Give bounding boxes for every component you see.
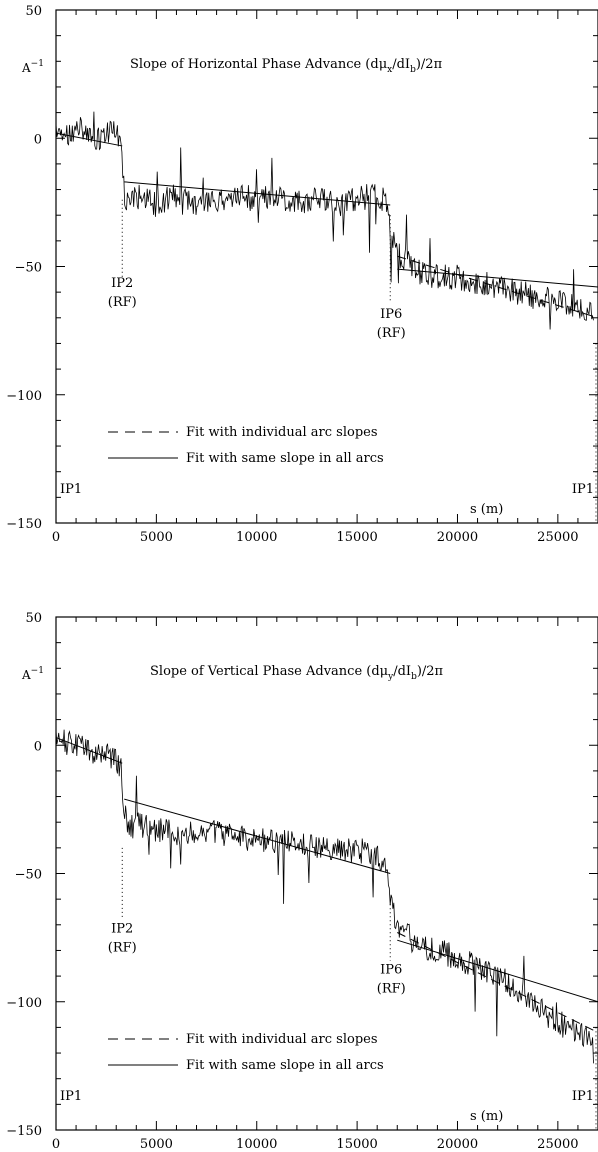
ip1-left-label: IP1 — [60, 1089, 82, 1104]
y-tick-label: 0 — [34, 132, 42, 147]
y-tick-label: −150 — [6, 517, 42, 532]
y-tick-label: −150 — [6, 1124, 42, 1139]
chart-title: Slope of Vertical Phase Advance (dμy/dIb… — [150, 664, 444, 682]
x-tick-label: 20000 — [437, 530, 478, 545]
x-tick-label: 0 — [52, 530, 60, 545]
ip1-right-label: IP1 — [572, 1089, 594, 1104]
legend-label: Fit with individual arc slopes — [186, 1032, 378, 1047]
fit-individual-slope-line — [397, 255, 598, 319]
legend: Fit with individual arc slopes Fit with s… — [108, 425, 384, 466]
ip-annotation: (RF) — [108, 295, 137, 310]
fit-same-slope-line — [124, 181, 391, 206]
y-axis-label: A−1 — [21, 666, 44, 682]
ip-annotation: (RF) — [108, 940, 137, 955]
fit-same-slope-line — [397, 268, 598, 288]
fit-same-slope-line — [55, 132, 123, 147]
fit-same-slope-line — [124, 798, 391, 874]
y-axis-label: A−1 — [21, 59, 44, 75]
y-tick-label: −50 — [15, 261, 42, 276]
plot-frame — [55, 616, 598, 1131]
ip-annotation: IP6 — [380, 963, 402, 978]
ip1-right-label: IP1 — [572, 482, 594, 497]
x-tick-label: 15000 — [336, 530, 377, 545]
y-tick-label: −50 — [15, 868, 42, 883]
y-tick-label: −100 — [6, 996, 42, 1011]
x-tick-label: 10000 — [236, 1137, 277, 1152]
y-tick-label: −100 — [6, 389, 42, 404]
legend-label: Fit with same slope in all arcs — [186, 451, 384, 466]
ip1-left-label: IP1 — [60, 482, 82, 497]
x-tick-label: 25000 — [537, 530, 578, 545]
legend: Fit with individual arc slopes Fit with s… — [108, 1032, 384, 1073]
ip-annotation: IP2 — [111, 921, 133, 936]
horizontal-phase-panel: 0 5000 10000 15000 20000 25000 −150 −100 −50 0 50 A… — [6, 4, 598, 545]
vertical-phase-panel: 0 5000 10000 15000 20000 25000 −150 −100 −50 0 50 A… — [6, 611, 598, 1152]
fit-individual-slope-line — [397, 932, 598, 1033]
x-tick-label: 5000 — [140, 1137, 173, 1152]
plot-frame — [55, 9, 598, 524]
legend-label: Fit with same slope in all arcs — [186, 1058, 384, 1073]
ip-annotation: IP6 — [380, 307, 402, 322]
legend-label: Fit with individual arc slopes — [186, 425, 378, 440]
ip-annotation: IP2 — [111, 276, 133, 291]
x-tick-label: 5000 — [140, 530, 173, 545]
fit-same-slope-line — [55, 737, 123, 764]
fit-same-slope-line — [397, 939, 598, 1003]
x-tick-label: 0 — [52, 1137, 60, 1152]
y-tick-label: 0 — [34, 739, 42, 754]
x-tick-label: 20000 — [437, 1137, 478, 1152]
x-tick-label: 25000 — [537, 1137, 578, 1152]
y-tick-label: 50 — [25, 4, 42, 19]
y-tick-label: 50 — [25, 611, 42, 626]
x-tick-label: 15000 — [336, 1137, 377, 1152]
x-axis-label: s (m) — [470, 502, 503, 517]
x-tick-label: 10000 — [236, 530, 277, 545]
ip-annotation: (RF) — [377, 982, 406, 997]
x-axis-label: s (m) — [470, 1109, 503, 1124]
chart-title: Slope of Horizontal Phase Advance (dμx/d… — [130, 57, 443, 75]
ip-annotation: (RF) — [377, 326, 406, 341]
measured-data-line — [55, 729, 594, 1064]
